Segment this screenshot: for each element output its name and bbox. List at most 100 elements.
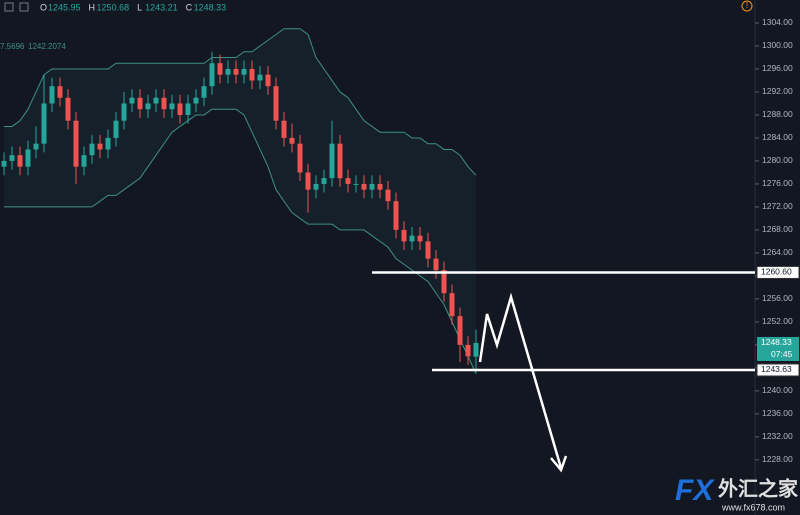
band-line	[4, 28, 477, 176]
candle-body	[89, 143, 95, 156]
candle-body	[441, 270, 447, 294]
candle-body	[377, 183, 383, 190]
level-label-box	[756, 363, 800, 377]
candle-body	[209, 63, 215, 87]
candle-body	[201, 86, 207, 98]
candle-body	[145, 103, 151, 110]
ohlc-value: 1243.21	[145, 2, 178, 12]
y-tick-label: 1292.00	[762, 86, 793, 96]
y-tick-label: 1280.00	[762, 155, 793, 165]
ohlc-key: L	[137, 2, 142, 12]
candle-body	[73, 120, 79, 167]
candle-body	[273, 86, 279, 121]
level-label-box	[756, 265, 800, 279]
plot: 1228.001232.001236.001240.001244.001248.…	[1, 17, 793, 464]
countdown-label: 07:45	[771, 349, 793, 359]
candle-body	[25, 149, 31, 167]
candle-body	[185, 103, 191, 115]
candle-body	[433, 258, 439, 271]
y-tick-label: 1256.00	[762, 293, 793, 303]
y-tick-label: 1300.00	[762, 40, 793, 50]
candle-body	[345, 178, 351, 184]
candle-body	[153, 97, 159, 104]
candle-body	[1, 160, 7, 167]
candle-body	[473, 342, 479, 357]
candle-body	[393, 201, 399, 230]
indicator-value: 7.5696	[0, 42, 25, 51]
y-tick-label: 1240.00	[762, 385, 793, 395]
watermark: FX 外汇之家 www.fx678.com	[675, 474, 799, 512]
candle-body	[257, 74, 263, 81]
candle-body	[321, 178, 327, 184]
candle-body	[361, 183, 367, 190]
candle-body	[417, 235, 423, 242]
ohlc-value: 1245.95	[48, 2, 81, 12]
candle-body	[457, 316, 463, 345]
candle-body	[385, 189, 391, 202]
candle-body	[9, 155, 15, 161]
forecast-arrow	[478, 292, 563, 469]
candle-body	[425, 241, 431, 259]
candle-body	[313, 183, 319, 190]
candle-body	[217, 63, 223, 75]
price-label-box	[757, 336, 799, 361]
y-tick-label: 1296.00	[762, 63, 793, 73]
candle-body	[401, 229, 407, 242]
alert-mark: !	[746, 1, 748, 10]
candle-body	[305, 172, 311, 190]
icon	[19, 2, 29, 12]
ohlc-key: H	[89, 2, 96, 12]
candle-body	[353, 183, 359, 185]
candle-body	[161, 97, 167, 110]
toolbar-icons	[4, 2, 29, 12]
candle-body	[121, 103, 127, 121]
ohlc-value: 1250.68	[97, 2, 130, 12]
candle-body	[113, 120, 119, 138]
y-tick-label: 1236.00	[762, 408, 793, 418]
candle-body	[297, 143, 303, 173]
level-label: 1260.60	[761, 267, 792, 277]
watermark-name: 外汇之家	[718, 476, 799, 500]
candle-body	[289, 137, 295, 144]
candle-body	[193, 97, 199, 104]
ohlc-key: O	[40, 2, 47, 12]
y-tick-label: 1288.00	[762, 109, 793, 119]
candle-body	[97, 143, 103, 150]
candle-body	[329, 143, 335, 179]
y-tick-label: 1284.00	[762, 132, 793, 142]
watermark-logo: FX	[675, 474, 715, 507]
candle-body	[33, 143, 39, 150]
band-line	[4, 108, 477, 374]
watermark-url: www.fx678.com	[721, 502, 785, 512]
candle-body	[241, 68, 247, 75]
candle-body	[129, 97, 135, 104]
candle-body	[17, 155, 23, 167]
candle-body	[337, 143, 343, 179]
candle-body	[137, 97, 143, 110]
candle-body	[57, 86, 63, 98]
candle-body	[409, 235, 415, 242]
candle-body	[249, 68, 255, 81]
candle-body	[281, 120, 287, 138]
ohlc-key: C	[186, 2, 193, 12]
candle-body	[233, 68, 239, 75]
alert-icon	[741, 0, 753, 12]
candle-body	[81, 155, 87, 167]
indicator-value: 1242.2074	[28, 42, 66, 51]
candle-body	[177, 103, 183, 115]
y-tick-label: 1276.00	[762, 178, 793, 188]
ohlc-value: 1248.33	[194, 2, 227, 12]
forecast-arrow-head	[550, 455, 568, 473]
candle-body	[265, 74, 271, 87]
y-tick-label: 1228.00	[762, 454, 793, 464]
y-tick-label: 1264.00	[762, 247, 793, 257]
y-tick-label: 1232.00	[762, 431, 793, 441]
candle-body	[225, 68, 231, 75]
y-tick-label: 1304.00	[762, 17, 793, 27]
candle-body	[105, 137, 111, 150]
candle-body	[369, 183, 375, 190]
y-tick-label: 1268.00	[762, 224, 793, 234]
